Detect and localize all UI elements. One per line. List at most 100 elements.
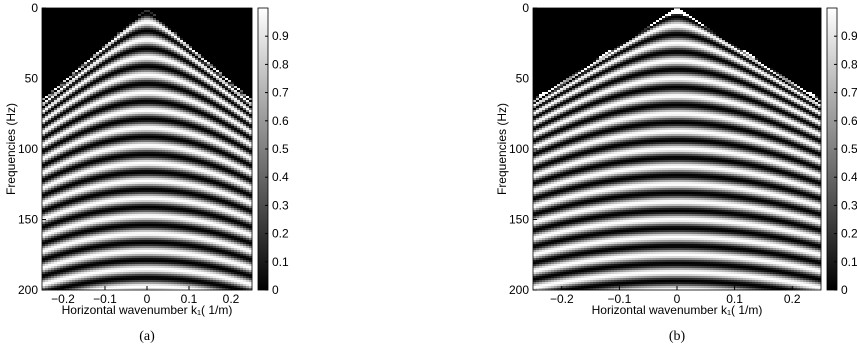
heatmap-cell [228, 144, 232, 147]
heatmap-cell [54, 94, 58, 97]
heatmap-cell [117, 46, 121, 49]
heatmap-cell [60, 76, 64, 79]
heatmap-cell [183, 124, 187, 127]
heatmap-cell [129, 142, 133, 145]
heatmap-cell [183, 140, 187, 143]
heatmap-cell [171, 76, 175, 79]
heatmap-cell [63, 18, 67, 21]
heatmap-cell [150, 86, 154, 89]
heatmap-cell [45, 68, 49, 71]
heatmap-cell [156, 30, 160, 33]
heatmap-cell [150, 8, 154, 11]
heatmap-cell [162, 24, 166, 27]
heatmap-cell [117, 28, 121, 31]
heatmap-cell [207, 120, 211, 123]
heatmap-cell [123, 12, 127, 15]
heatmap-cell [81, 10, 85, 13]
heatmap-cell [42, 112, 46, 115]
heatmap-cell [144, 42, 148, 45]
heatmap-cell [174, 54, 178, 57]
heatmap-cell [210, 148, 214, 151]
heatmap-cell [126, 106, 130, 109]
heatmap-cell [216, 146, 220, 149]
heatmap-cell [72, 92, 76, 95]
heatmap-cell [210, 56, 214, 59]
heatmap-cell [165, 44, 169, 47]
heatmap-cell [54, 42, 58, 45]
heatmap-cell [66, 96, 70, 99]
heatmap-cell [207, 16, 211, 19]
heatmap-cell [225, 62, 229, 65]
heatmap-cell [42, 126, 46, 129]
heatmap-cell [57, 70, 61, 73]
heatmap-cell [42, 94, 46, 97]
heatmap-cell [159, 72, 163, 75]
heatmap-cell [99, 90, 103, 93]
heatmap-cell [204, 116, 208, 119]
heatmap-cell [195, 84, 199, 87]
heatmap-cell [168, 42, 172, 45]
heatmap-cell [96, 52, 100, 55]
heatmap-cell [195, 12, 199, 15]
heatmap-cell [219, 98, 223, 101]
heatmap-cell [186, 126, 190, 129]
heatmap-cell [210, 108, 214, 111]
heatmap-cell [72, 124, 76, 127]
heatmap-cell [144, 18, 148, 21]
heatmap-cell [45, 120, 49, 123]
heatmap-cell [246, 104, 250, 107]
heatmap-cell [111, 50, 115, 53]
heatmap-cell [45, 62, 49, 65]
heatmap-cell [210, 68, 214, 71]
heatmap-cell [99, 92, 103, 95]
heatmap-cell [222, 128, 226, 131]
heatmap-cell [198, 26, 202, 29]
heatmap-cell [42, 138, 46, 141]
heatmap-cell [162, 40, 166, 43]
heatmap-cell [198, 90, 202, 93]
heatmap-cell [48, 64, 52, 67]
heatmap-cell [90, 36, 94, 39]
heatmap-cell [102, 100, 106, 103]
heatmap-cell [78, 34, 82, 37]
heatmap-cell [81, 70, 85, 73]
heatmap-cell [129, 14, 133, 17]
heatmap-cell [108, 90, 112, 93]
heatmap-cell [243, 110, 247, 113]
heatmap-cell [93, 20, 97, 23]
heatmap-cell [69, 30, 73, 33]
heatmap-cell [57, 72, 61, 75]
heatmap-cell [150, 66, 154, 69]
heatmap-cell [174, 68, 178, 71]
heatmap-cell [45, 96, 49, 99]
heatmap-cell [189, 118, 193, 121]
heatmap-cell [186, 134, 190, 137]
heatmap-cell [48, 10, 52, 13]
heatmap-cell [66, 118, 70, 121]
heatmap-cell [219, 134, 223, 137]
heatmap-cell [42, 106, 46, 109]
heatmap-cell [216, 12, 220, 15]
heatmap-cell [138, 8, 142, 11]
heatmap-cell [219, 8, 223, 11]
heatmap-cell [90, 76, 94, 79]
heatmap-cell [192, 48, 196, 51]
heatmap-cell [57, 38, 61, 41]
heatmap-cell [42, 108, 46, 111]
heatmap-cell [177, 48, 181, 51]
heatmap-cell [231, 40, 235, 43]
heatmap-cell [231, 92, 235, 95]
heatmap-cell [63, 86, 67, 89]
heatmap-cell [75, 16, 79, 19]
heatmap-cell [114, 90, 118, 93]
heatmap-cell [174, 26, 178, 29]
heatmap-cell [219, 126, 223, 129]
heatmap-cell [144, 10, 148, 13]
heatmap-cell [201, 68, 205, 71]
heatmap-cell [99, 140, 103, 143]
heatmap-cell [207, 102, 211, 105]
heatmap-cell [180, 8, 184, 11]
heatmap-cell [126, 92, 130, 95]
heatmap-cell [147, 102, 151, 105]
heatmap-cell [180, 24, 184, 27]
